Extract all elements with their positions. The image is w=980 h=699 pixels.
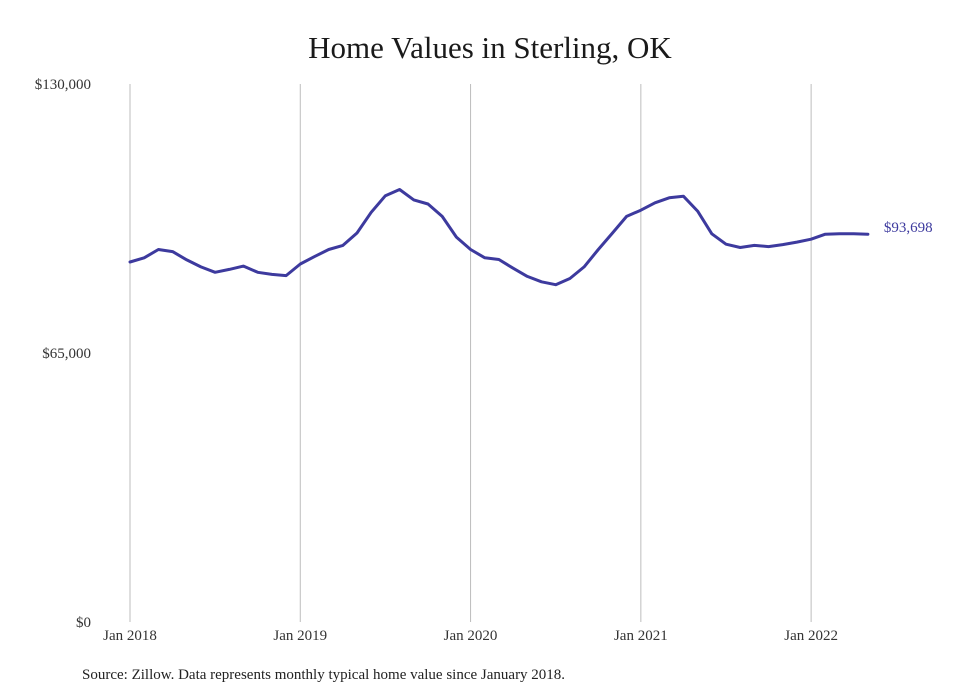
end-label-layer: $93,698 [884,220,933,236]
grid-lines [129,84,812,622]
y-tick-label: $130,000 [35,77,91,93]
x-tick-label: Jan 2021 [614,628,668,644]
end-value-label: $93,698 [884,220,933,236]
chart-title: Home Values in Sterling, OK [308,30,672,65]
x-tick-label: Jan 2020 [444,628,498,644]
series-layer [128,188,870,287]
y-axis-tick-labels: $0 $65,000 $130,000 [35,77,91,631]
y-tick-label: $65,000 [42,346,91,362]
source-note: Source: Zillow. Data represents monthly … [82,667,566,683]
x-tick-label: Jan 2022 [784,628,838,644]
x-tick-label: Jan 2019 [273,628,327,644]
x-axis-tick-labels: Jan 2018 Jan 2019 Jan 2020 Jan 2021 Jan 2022 [103,628,838,644]
x-tick-label: Jan 2018 [103,628,157,644]
series-line [128,188,870,287]
y-tick-label: $0 [76,615,91,631]
